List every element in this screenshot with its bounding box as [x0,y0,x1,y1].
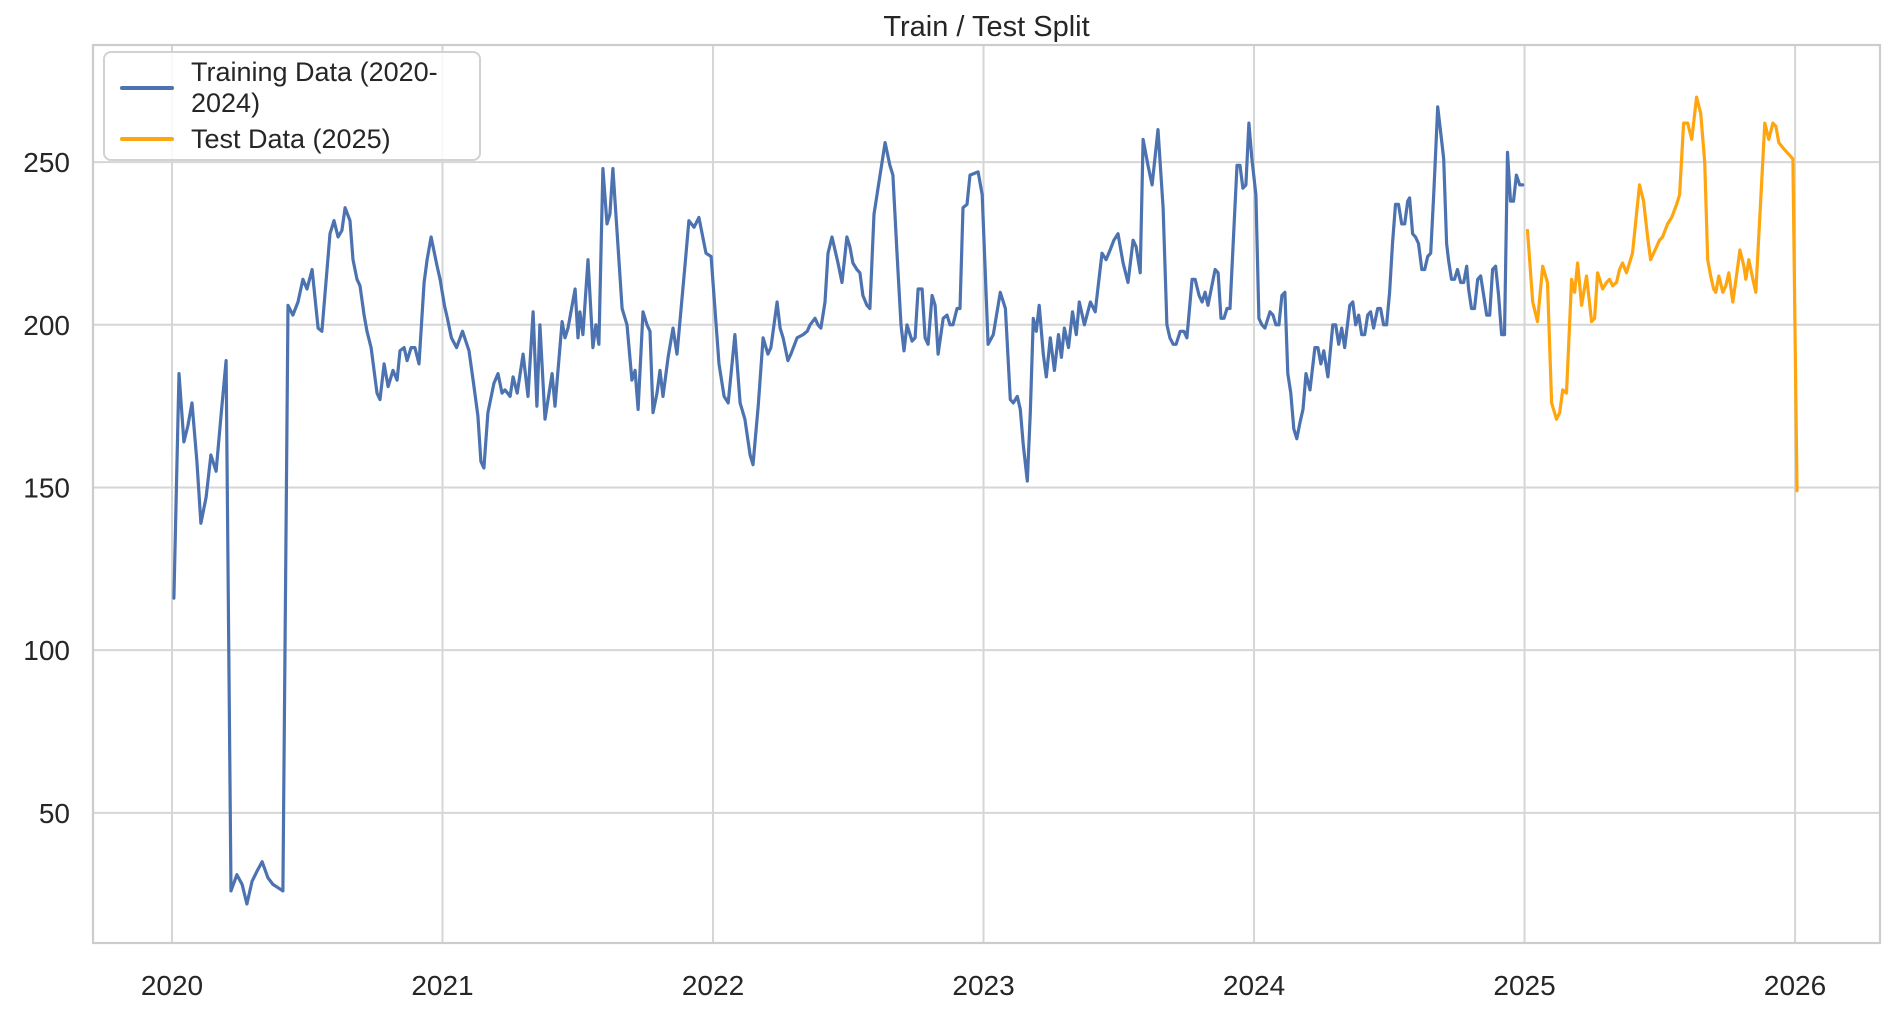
plot-frame [91,43,1882,945]
training-line-swatch [120,86,174,91]
x-tick-label: 2021 [411,970,473,1001]
legend-label-training-data: Training Data (2020-2024) [191,57,438,119]
x-tick-label: 2023 [952,970,1014,1001]
series-line-test [1525,95,1799,493]
x-tick-label: 2022 [682,970,744,1001]
y-tick-label: 250 [23,147,70,178]
y-tick-label: 200 [23,310,70,341]
series-line-training [172,105,1525,906]
legend-label-test-data: Test Data (2025) [191,123,391,154]
y-tick-label: 150 [23,472,70,503]
legend-item-test-data: Test Data (2025) [105,124,479,155]
x-tick-label: 2025 [1493,970,1555,1001]
test-line-swatch [120,137,174,142]
chart-title: Train / Test Split [883,11,1090,43]
x-tick-label: 2024 [1223,970,1285,1001]
x-tick-label: 2020 [141,970,203,1001]
x-tick-label: 2026 [1764,970,1826,1001]
y-tick-label: 100 [23,635,70,666]
legend: Training Data (2020-2024) Test Data (202… [103,51,481,161]
legend-item-training-data: Training Data (2020-2024) [105,57,479,119]
y-tick-label: 50 [39,798,70,829]
